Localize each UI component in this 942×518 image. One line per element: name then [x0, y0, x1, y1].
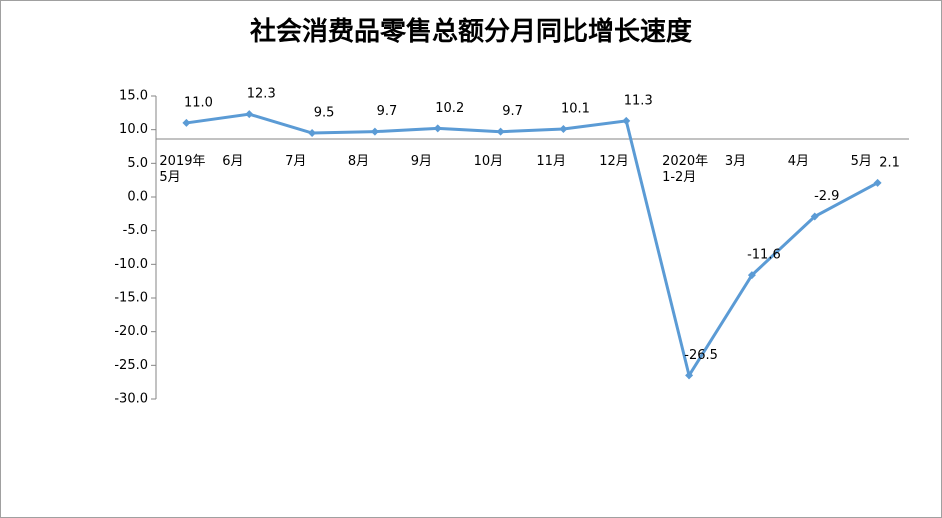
y-tick-label: 5.0 [127, 156, 148, 171]
data-label: -2.9 [814, 189, 839, 204]
marker [873, 178, 882, 187]
x-tick-label: 9月 [410, 154, 433, 169]
x-tick-label: 3月 [724, 154, 747, 169]
marker [685, 371, 694, 380]
marker [622, 116, 631, 125]
y-tick-label: -15.0 [114, 291, 148, 306]
x-tick-label: 8月 [347, 154, 370, 169]
data-label: -26.5 [684, 348, 718, 363]
marker [308, 129, 317, 138]
data-label: 11.0 [184, 95, 213, 110]
marker [496, 127, 505, 136]
y-tick-label: -30.0 [114, 392, 148, 407]
marker [370, 127, 379, 136]
y-tick-label: -10.0 [114, 257, 148, 272]
data-label: 10.2 [435, 101, 464, 116]
x-tick-label: 7月 [285, 154, 307, 169]
x-tick-label: 4月 [787, 154, 810, 169]
y-tick-label: 15.0 [119, 89, 148, 104]
marker [810, 212, 819, 221]
y-tick-label: -20.0 [114, 324, 148, 339]
x-tick-label: 10月 [473, 154, 504, 169]
data-label: 11.3 [624, 93, 653, 108]
data-label: 9.7 [502, 104, 523, 119]
x-tick-label: 11月 [536, 154, 566, 169]
x-tick-label: 5月 [850, 154, 872, 169]
y-tick-label: 0.0 [127, 190, 148, 205]
data-label: 10.1 [561, 101, 590, 116]
marker [245, 110, 254, 119]
data-label: 9.5 [314, 106, 335, 121]
y-tick-label: -5.0 [123, 223, 148, 238]
chart-title: 社会消费品零售总额分月同比增长速度 [250, 16, 692, 47]
data-label: 2.1 [879, 155, 900, 170]
line [186, 112, 879, 380]
x-tick-label: 2019年 5月 [159, 154, 206, 185]
marker [182, 118, 191, 127]
x-tick-label: 12月 [599, 154, 629, 169]
marker [433, 124, 442, 133]
data-label: 12.3 [247, 87, 276, 102]
x-tick-label: 6月 [222, 154, 244, 169]
y-tick-label: 10.0 [119, 122, 148, 137]
x-tick-label: 2020年 1-2月 [662, 154, 709, 185]
marker [747, 271, 756, 280]
data-label: 9.7 [377, 104, 398, 119]
y-tick-label: -25.0 [114, 358, 148, 373]
data-label: -11.6 [747, 248, 781, 263]
marker [559, 124, 568, 133]
